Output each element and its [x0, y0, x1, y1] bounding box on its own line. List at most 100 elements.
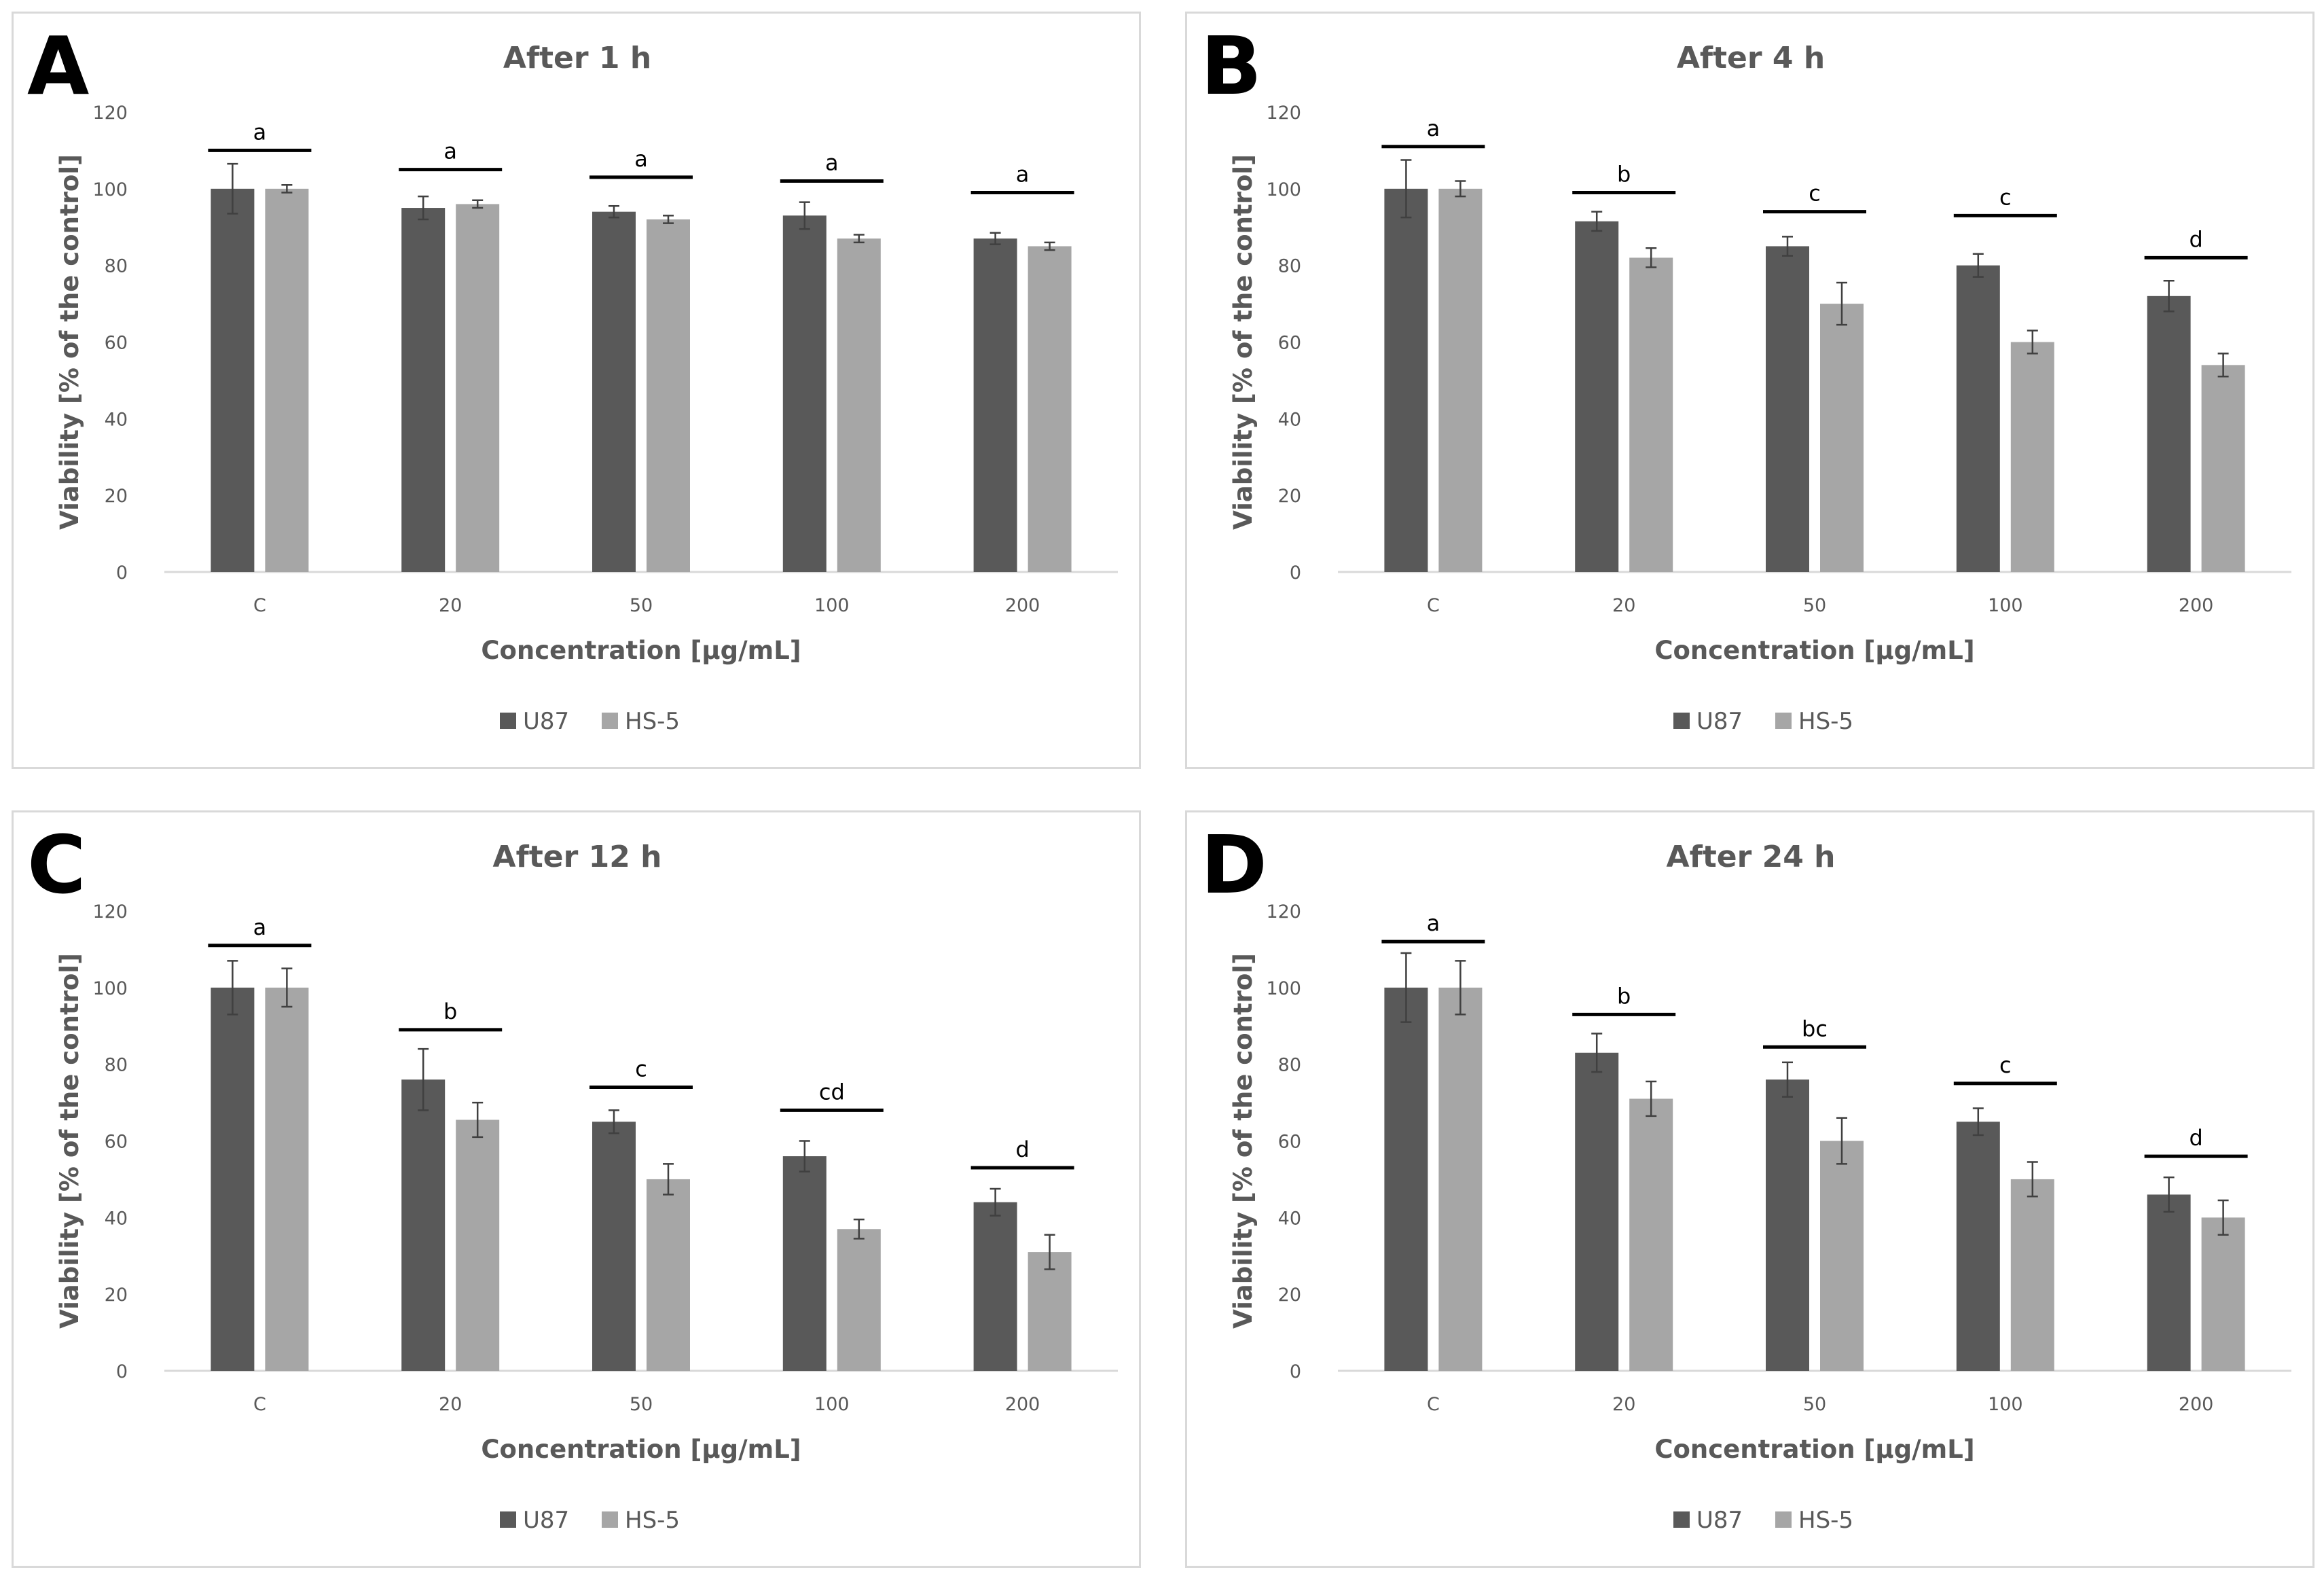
bar-hs-5-c [265, 987, 309, 1371]
bar-u87-20 [1575, 221, 1619, 573]
error-bar-hs-5-200 [1044, 241, 1055, 251]
legend-label-u87: U87 [523, 1507, 569, 1534]
significance-label: bc [1802, 1016, 1828, 1041]
bar-u87-20 [401, 1079, 446, 1371]
significance-label: a [443, 139, 457, 164]
error-bar-u87-200 [2163, 279, 2175, 312]
significance-label: d [1015, 1136, 1029, 1162]
bar-u87-100 [1956, 265, 2000, 572]
error-bar-u87-50 [609, 1109, 619, 1134]
error-bar-u87-100 [1972, 253, 1984, 278]
bar-hs-5-200 [1028, 1252, 1072, 1371]
error-bar-u87-50 [1782, 236, 1793, 257]
error-bar-hs-5-c [1455, 180, 1466, 198]
significance-label: b [1617, 161, 1631, 187]
error-bar-hs-5-200 [2217, 353, 2229, 378]
legend-swatch-u87 [1673, 713, 1690, 729]
error-bar-u87-200 [989, 232, 1001, 245]
bar-hs-5-100 [2010, 1179, 2054, 1371]
significance-label: a [825, 150, 839, 176]
error-bar-hs-5-200 [1044, 1234, 1055, 1270]
bar-hs-5-50 [647, 219, 690, 572]
bar-u87-200 [2147, 296, 2191, 572]
error-bar-u87-20 [1591, 1033, 1603, 1073]
y-axis-label: Viability [% of the control] [1229, 953, 1258, 1329]
x-axis-label: Concentration [µg/mL] [481, 1435, 801, 1464]
y-tick-label: 60 [1278, 1132, 1301, 1153]
error-bar-hs-5-c [281, 967, 293, 1008]
y-tick-label: 100 [1266, 978, 1301, 999]
x-tick-label: 50 [1803, 1394, 1826, 1415]
y-axis-label: Viability [% of the control] [55, 154, 84, 530]
y-tick-label: 40 [1278, 409, 1301, 430]
significance-label: a [634, 146, 648, 172]
panel-b: B After 4 h 0 20 40 60 80 100 120 Viability [% of… [1185, 12, 2314, 769]
y-tick-label: 100 [92, 978, 128, 999]
x-tick-label: 200 [2179, 1394, 2214, 1415]
x-tick-label: C [1427, 595, 1440, 616]
error-bar-hs-5-100 [853, 1218, 865, 1240]
error-bar-hs-5-50 [663, 1163, 674, 1196]
y-tick-label: 20 [105, 1285, 128, 1306]
bar-hs-5-200 [1028, 246, 1072, 572]
legend-label-hs-5: HS-5 [625, 708, 680, 735]
bar-hs-5-50 [1820, 1141, 1864, 1371]
chart-c: C After 12 h 0 20 40 60 80 100 120 Viability [% o… [27, 818, 1118, 1534]
x-tick-label: 20 [1612, 1394, 1635, 1415]
legend-swatch-u87 [1673, 1511, 1690, 1528]
significance-label: c [635, 1056, 647, 1082]
error-bar-hs-5-c [281, 183, 293, 194]
y-tick-label: 80 [105, 1055, 128, 1076]
x-tick-label: 200 [1005, 595, 1040, 616]
y-tick-label: 0 [1290, 562, 1301, 584]
chart-title: After 12 h [493, 840, 662, 874]
x-tick-label: 50 [630, 1394, 653, 1415]
x-tick-label: 50 [1803, 595, 1826, 616]
legend-swatch-hs-5 [602, 1511, 618, 1528]
significance-label: a [253, 119, 267, 145]
bar-hs-5-50 [647, 1179, 690, 1371]
panel-letter: C [27, 818, 86, 912]
error-bar-u87-100 [799, 201, 810, 230]
significance-label: a [1427, 910, 1440, 936]
x-tick-label: 100 [814, 1394, 850, 1415]
error-bar-hs-5-200 [2217, 1199, 2229, 1236]
panel-letter: B [1201, 19, 1262, 113]
y-tick-label: 20 [105, 486, 128, 507]
bar-hs-5-50 [1820, 304, 1864, 572]
error-bar-hs-5-50 [1836, 1117, 1847, 1165]
error-bar-hs-5-100 [2027, 329, 2038, 355]
error-bar-hs-5-20 [1646, 1080, 1657, 1117]
y-tick-label: 0 [1290, 1361, 1301, 1382]
x-axis-label: Concentration [µg/mL] [1654, 1435, 1974, 1464]
y-tick-label: 80 [105, 256, 128, 277]
bar-u87-50 [1766, 1079, 1809, 1371]
y-tick-label: 40 [1278, 1208, 1301, 1229]
error-bar-u87-100 [799, 1140, 810, 1172]
legend-label-u87: U87 [523, 708, 569, 735]
bar-u87-200 [973, 238, 1017, 572]
error-bar-hs-5-100 [853, 234, 865, 244]
y-tick-label: 60 [105, 333, 128, 354]
chart-b: B After 4 h 0 20 40 60 80 100 120 Viability [% of… [1201, 19, 2291, 735]
error-bar-u87-20 [1591, 211, 1603, 232]
legend-swatch-u87 [500, 1511, 516, 1528]
error-bar-hs-5-100 [2027, 1161, 2038, 1198]
bar-hs-5-20 [456, 204, 500, 572]
y-tick-label: 20 [1278, 486, 1301, 507]
error-bar-hs-5-50 [663, 215, 674, 224]
y-tick-label: 40 [105, 1208, 128, 1229]
bar-u87-100 [782, 215, 827, 572]
chart-a: A After 1 h 0 20 40 60 80 100 120 Viability [% of… [27, 19, 1118, 735]
y-tick-label: 20 [1278, 1285, 1301, 1306]
panel-letter: D [1201, 818, 1267, 912]
significance-label: c [1999, 1052, 2012, 1078]
y-tick-label: 60 [1278, 333, 1301, 354]
error-bar-hs-5-20 [472, 199, 484, 209]
significance-label: a [1016, 161, 1030, 187]
panel-c: C After 12 h 0 20 40 60 80 100 120 Viability [% o… [12, 810, 1141, 1568]
x-tick-label: 20 [1612, 595, 1635, 616]
bar-hs-5-c [1438, 987, 1483, 1371]
error-bar-u87-50 [1782, 1061, 1793, 1098]
significance-label: cd [819, 1079, 845, 1105]
